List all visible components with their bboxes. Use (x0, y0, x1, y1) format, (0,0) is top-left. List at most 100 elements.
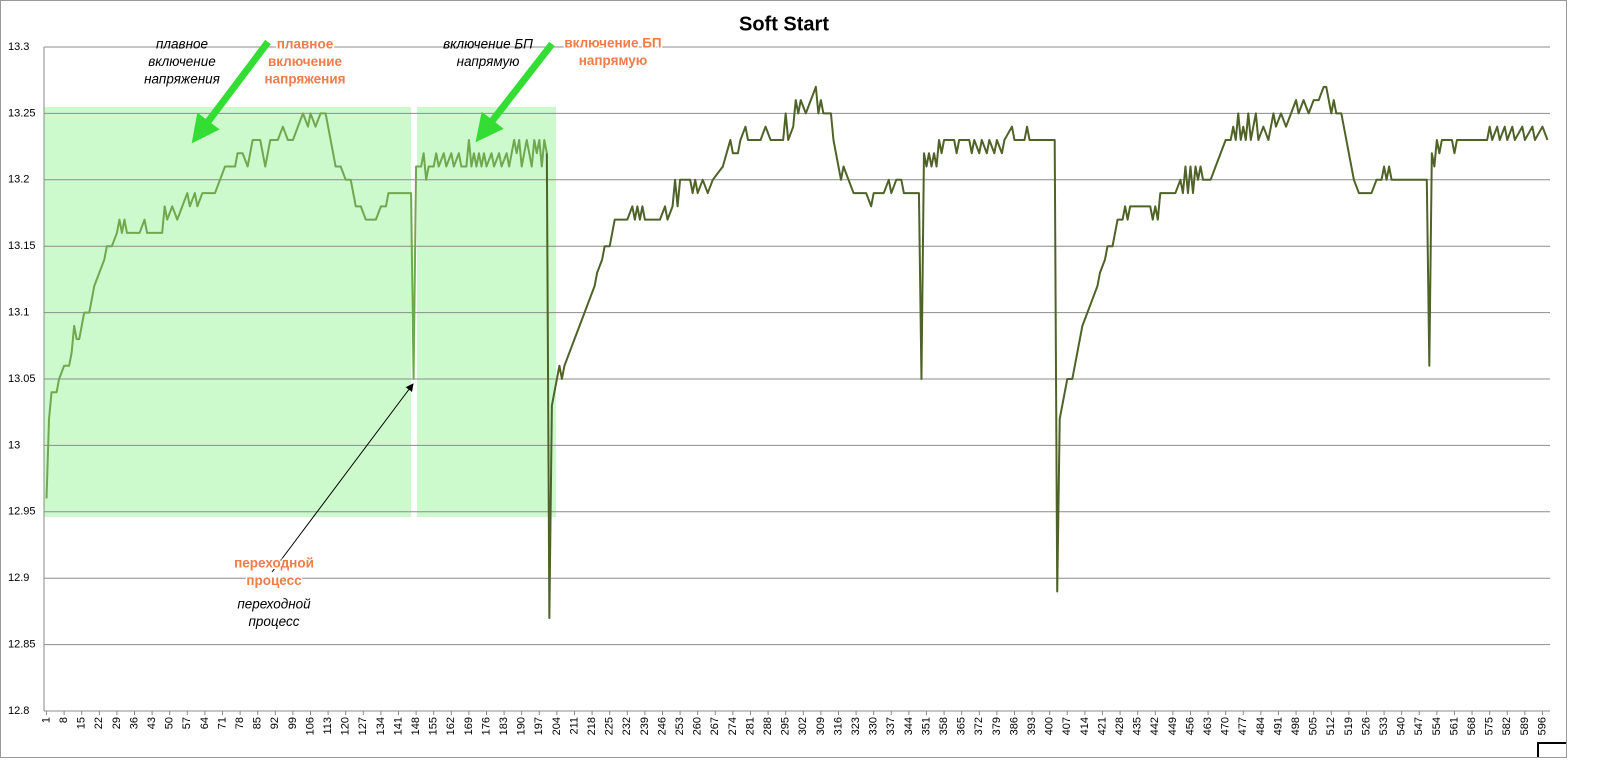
x-tick-label: 232 (621, 717, 633, 735)
annotation: включение (148, 54, 216, 69)
x-tick-label: 260 (692, 717, 704, 735)
x-tick-label: 386 (1008, 717, 1020, 735)
x-tick-label: 50 (164, 717, 176, 729)
x-tick-label: 113 (322, 717, 334, 735)
x-tick-label: 547 (1413, 717, 1425, 735)
x-tick-label: 456 (1184, 717, 1196, 735)
y-tick-label: 13.15 (8, 240, 36, 252)
x-tick-label: 428 (1114, 717, 1126, 735)
x-tick-label: 421 (1096, 717, 1108, 735)
x-tick-label: 554 (1431, 717, 1443, 735)
x-tick-label: 22 (93, 717, 105, 729)
x-tick-label: 470 (1220, 717, 1232, 735)
x-tick-label: 372 (973, 717, 985, 735)
y-tick-label: 12.8 (8, 705, 29, 717)
x-tick-label: 267 (709, 717, 721, 735)
x-tick-label: 484 (1255, 717, 1267, 735)
highlight-region (417, 107, 556, 517)
x-tick-label: 183 (498, 717, 510, 735)
chart-title: Soft Start (739, 13, 829, 35)
x-tick-label: 127 (357, 717, 369, 735)
x-tick-label: 15 (76, 717, 88, 729)
x-tick-label: 505 (1308, 717, 1320, 735)
x-tick-label: 120 (340, 717, 352, 735)
x-tick-label: 197 (533, 717, 545, 735)
x-tick-label: 36 (128, 717, 140, 729)
annotation: переходной (234, 556, 314, 571)
annotation: включение (268, 54, 343, 69)
x-tick-label: 43 (146, 717, 158, 729)
annotation: переходной (237, 597, 311, 612)
x-tick-label: 295 (780, 717, 792, 735)
y-tick-label: 12.85 (8, 639, 36, 651)
x-tick-label: 435 (1132, 717, 1144, 735)
x-tick-label: 463 (1202, 717, 1214, 735)
x-tick-label: 351 (920, 717, 932, 735)
x-tick-label: 169 (463, 717, 475, 735)
y-tick-label: 13.25 (8, 107, 36, 119)
x-tick-label: 575 (1484, 717, 1496, 735)
x-tick-label: 316 (832, 717, 844, 735)
x-tick-label: 526 (1360, 717, 1372, 735)
y-tick-label: 12.9 (8, 572, 29, 584)
annotation: включение БП (564, 36, 661, 51)
annotation: процесс (248, 614, 299, 629)
x-tick-label: 400 (1044, 717, 1056, 735)
x-tick-label: 533 (1378, 717, 1390, 735)
x-tick-label: 92 (269, 717, 281, 729)
x-tick-label: 519 (1343, 717, 1355, 735)
x-tick-label: 379 (991, 717, 1003, 735)
x-tick-label: 589 (1519, 717, 1531, 735)
x-tick-label: 71 (216, 717, 228, 729)
x-tick-label: 498 (1290, 717, 1302, 735)
x-tick-label: 344 (903, 717, 915, 735)
arrow (475, 41, 555, 143)
x-tick-label: 211 (568, 717, 580, 735)
x-tick-label: 330 (868, 717, 880, 735)
x-tick-label: 99 (287, 717, 299, 729)
y-tick-label: 13.1 (8, 307, 29, 319)
x-tick-label: 442 (1149, 717, 1161, 735)
annotation: плавное (156, 37, 208, 52)
annotation: напрямую (579, 53, 648, 68)
data-line (45, 112, 548, 499)
x-tick-label: 288 (762, 717, 774, 735)
annotation: напряжения (144, 72, 220, 87)
arrow (271, 383, 414, 573)
x-tick-label: 106 (304, 717, 316, 735)
x-tick-label: 414 (1079, 717, 1091, 735)
x-tick-label: 57 (181, 717, 193, 729)
annotation: плавное (277, 37, 334, 52)
x-tick-label: 302 (797, 717, 809, 735)
x-tick-label: 8 (58, 717, 70, 723)
x-tick-label: 309 (815, 717, 827, 735)
x-tick-label: 274 (727, 717, 739, 735)
x-tick-label: 568 (1466, 717, 1478, 735)
y-tick-label: 13 (8, 439, 20, 451)
annotation: включение БП (443, 37, 533, 52)
x-tick-label: 176 (480, 717, 492, 735)
corner-mark (1537, 742, 1566, 757)
arrow (191, 39, 271, 144)
x-tick-label: 148 (410, 717, 422, 735)
x-tick-label: 162 (445, 717, 457, 735)
y-tick-label: 13.05 (8, 373, 36, 385)
x-tick-label: 134 (375, 717, 387, 735)
y-tick-label: 12.95 (8, 506, 36, 518)
x-tick-label: 540 (1396, 717, 1408, 735)
x-tick-label: 477 (1237, 717, 1249, 735)
y-tick-label: 13.2 (8, 174, 29, 186)
x-tick-label: 64 (199, 717, 211, 729)
x-tick-label: 141 (392, 717, 404, 735)
annotation: процесс (246, 573, 302, 588)
x-tick-label: 449 (1167, 717, 1179, 735)
x-tick-label: 190 (516, 717, 528, 735)
x-tick-label: 582 (1501, 717, 1513, 735)
x-tick-label: 323 (850, 717, 862, 735)
x-tick-label: 393 (1026, 717, 1038, 735)
x-tick-label: 358 (938, 717, 950, 735)
x-tick-label: 155 (428, 717, 440, 735)
data-line (545, 85, 1549, 620)
